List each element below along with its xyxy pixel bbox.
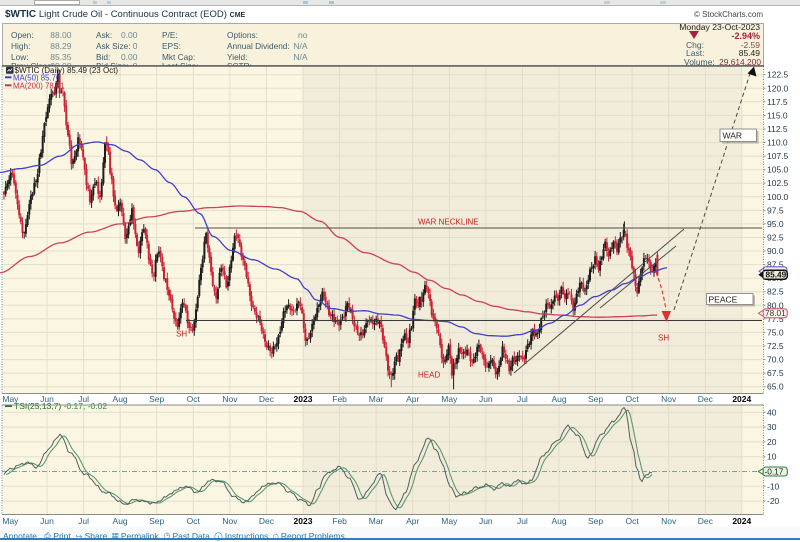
svg-text:-0.17: -0.17 [765,466,784,476]
svg-text:-10: -10 [767,481,780,491]
svg-text:70.0: 70.0 [767,355,784,365]
svg-text:Apr: Apr [406,516,419,526]
svg-text:Aug: Aug [551,394,566,404]
svg-text:WAR NECKLINE: WAR NECKLINE [418,218,479,227]
svg-text:Jul: Jul [78,394,89,404]
svg-text:Jul: Jul [517,394,528,404]
svg-text:Dec: Dec [259,394,275,404]
svg-text:May: May [441,516,458,526]
svg-text:Dec: Dec [259,516,275,526]
svg-text:Aug: Aug [551,516,566,526]
svg-text:$WTIC (Daily) 85.49 (23 Oct): $WTIC (Daily) 85.49 (23 Oct) [15,66,119,75]
svg-text:90.0: 90.0 [767,246,784,256]
svg-text:HEAD: HEAD [418,371,440,380]
svg-text:Sep: Sep [149,394,164,404]
svg-text:Jun: Jun [40,394,54,404]
svg-text:75.0: 75.0 [767,327,784,337]
svg-text:80.0: 80.0 [767,300,784,310]
svg-text:Sep: Sep [588,394,603,404]
svg-text:107.5: 107.5 [767,151,789,161]
svg-text:Jun: Jun [479,394,493,404]
svg-text:Dec: Dec [698,516,714,526]
svg-text:78.01: 78.01 [765,308,786,318]
svg-text:112.5: 112.5 [767,124,788,134]
svg-text:Jun: Jun [40,516,54,526]
svg-text:May: May [441,394,458,404]
svg-text:MA(50) 85.76: MA(50) 85.76 [13,73,60,82]
svg-text:Dec: Dec [698,394,714,404]
svg-text:Nov: Nov [222,516,238,526]
svg-text:20: 20 [767,437,777,447]
svg-text:May: May [2,516,19,526]
svg-text:92.5: 92.5 [767,233,784,243]
svg-text:117.5: 117.5 [767,97,788,107]
svg-text:87.5: 87.5 [767,260,784,270]
svg-text:Oct: Oct [187,394,201,404]
svg-text:Mar: Mar [369,394,384,404]
svg-text:95.0: 95.0 [767,219,784,229]
svg-text:Sep: Sep [149,516,164,526]
svg-text:Jun: Jun [479,516,493,526]
svg-text:2024: 2024 [732,394,751,404]
svg-text:2023: 2023 [294,394,313,404]
svg-text:97.5: 97.5 [767,205,784,215]
svg-text:102.5: 102.5 [767,178,789,188]
svg-text:Oct: Oct [625,394,639,404]
svg-text:Mar: Mar [369,516,384,526]
svg-text:Sep: Sep [588,516,603,526]
svg-text:120.0: 120.0 [767,83,789,93]
svg-text:65.0: 65.0 [767,382,784,392]
svg-text:115.0: 115.0 [767,110,788,120]
svg-text:Oct: Oct [187,516,201,526]
svg-text:Aug: Aug [113,516,128,526]
svg-text:Aug: Aug [113,394,128,404]
svg-text:2024: 2024 [732,516,751,526]
svg-text:100.0: 100.0 [767,192,789,202]
svg-text:-20: -20 [767,496,780,506]
svg-text:40: 40 [767,407,777,417]
svg-text:Oct: Oct [625,516,639,526]
svg-text:TSI(25,13,7) -0.17, -0.02: TSI(25,13,7) -0.17, -0.02 [14,401,107,411]
svg-text:67.5: 67.5 [767,368,784,378]
svg-text:Nov: Nov [222,394,238,404]
svg-text:77.5: 77.5 [767,314,784,324]
svg-text:82.5: 82.5 [767,287,784,297]
svg-text:2023: 2023 [294,516,313,526]
svg-text:Jul: Jul [78,516,89,526]
svg-text:MA(200) 78.01: MA(200) 78.01 [13,81,65,90]
svg-text:72.5: 72.5 [767,341,784,351]
svg-text:122.5: 122.5 [767,70,789,80]
svg-text:Feb: Feb [332,516,347,526]
svg-text:Feb: Feb [332,394,347,404]
svg-text:Nov: Nov [661,516,677,526]
svg-text:May: May [2,394,19,404]
svg-text:PEACE: PEACE [709,294,738,304]
svg-text:SH: SH [176,330,187,339]
svg-text:30: 30 [767,422,777,432]
svg-text:SH: SH [658,334,669,343]
svg-text:85.49: 85.49 [766,270,787,280]
svg-text:10: 10 [767,452,777,462]
svg-text:Jul: Jul [517,516,528,526]
svg-text:110.0: 110.0 [767,138,788,148]
svg-text:Nov: Nov [661,394,677,404]
svg-text:WAR: WAR [723,130,743,140]
svg-text:105.0: 105.0 [767,165,789,175]
svg-text:Apr: Apr [406,394,419,404]
